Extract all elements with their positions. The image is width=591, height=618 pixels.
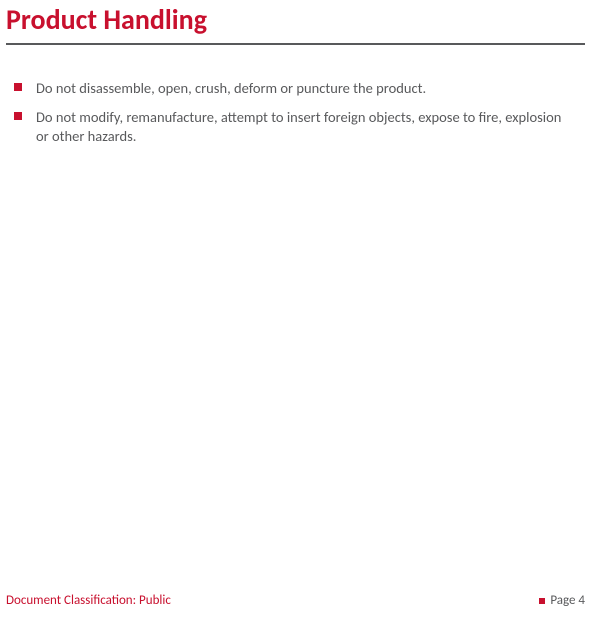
page-footer: Document Classification: Public Page 4 — [6, 593, 585, 608]
list-item: Do not disassemble, open, crush, deform … — [14, 79, 577, 98]
square-bullet-icon — [14, 112, 22, 120]
list-item: Do not modify, remanufacture, attempt to… — [14, 108, 577, 146]
list-item-text: Do not disassemble, open, crush, deform … — [36, 79, 426, 98]
page-title: Product Handling — [0, 0, 591, 43]
doc-classification: Document Classification: Public — [6, 593, 171, 608]
list-item-text: Do not modify, remanufacture, attempt to… — [36, 108, 577, 146]
square-bullet-icon — [14, 83, 22, 91]
page-number: Page 4 — [550, 593, 585, 608]
content-area: Do not disassemble, open, crush, deform … — [0, 45, 591, 146]
page-indicator: Page 4 — [539, 593, 585, 608]
square-bullet-icon — [539, 598, 545, 604]
